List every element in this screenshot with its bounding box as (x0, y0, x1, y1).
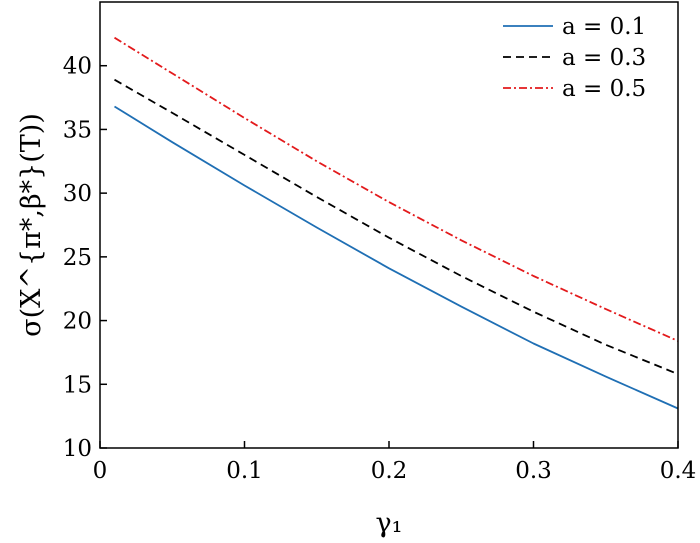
y-tick-label: 15 (63, 372, 92, 398)
x-tick-label: 0 (93, 458, 108, 484)
x-tick-label: 0.3 (515, 458, 552, 484)
x-tick-label: 0.4 (660, 458, 697, 484)
y-tick-label: 40 (63, 54, 92, 80)
x-tick-label: 0.1 (226, 458, 263, 484)
legend: a = 0.1 a = 0.3 a = 0.5 (503, 14, 646, 102)
y-tick-label: 20 (63, 309, 92, 335)
x-tick-label: 0.2 (371, 458, 408, 484)
ticks: 0 0.1 0.2 0.3 0.4 10 15 20 25 30 35 40 (63, 54, 697, 484)
y-tick-label: 30 (63, 181, 92, 207)
plot-lines (114, 36, 679, 410)
series-line-a-0-1 (114, 105, 679, 410)
plot-frame (99, 1, 679, 449)
y-axis-label: σ(X^{π*,β*}(T)) (16, 113, 47, 337)
y-tick-label: 10 (63, 436, 92, 462)
series-line-a-0-3 (114, 78, 679, 375)
y-tick-label: 35 (63, 117, 92, 143)
x-axis-label: γ₁ (376, 508, 403, 539)
series-line-a-0-5 (114, 36, 679, 342)
y-tick-label: 25 (63, 245, 92, 271)
legend-label: a = 0.5 (562, 76, 646, 102)
legend-label: a = 0.3 (562, 45, 646, 71)
legend-label: a = 0.1 (562, 14, 646, 40)
